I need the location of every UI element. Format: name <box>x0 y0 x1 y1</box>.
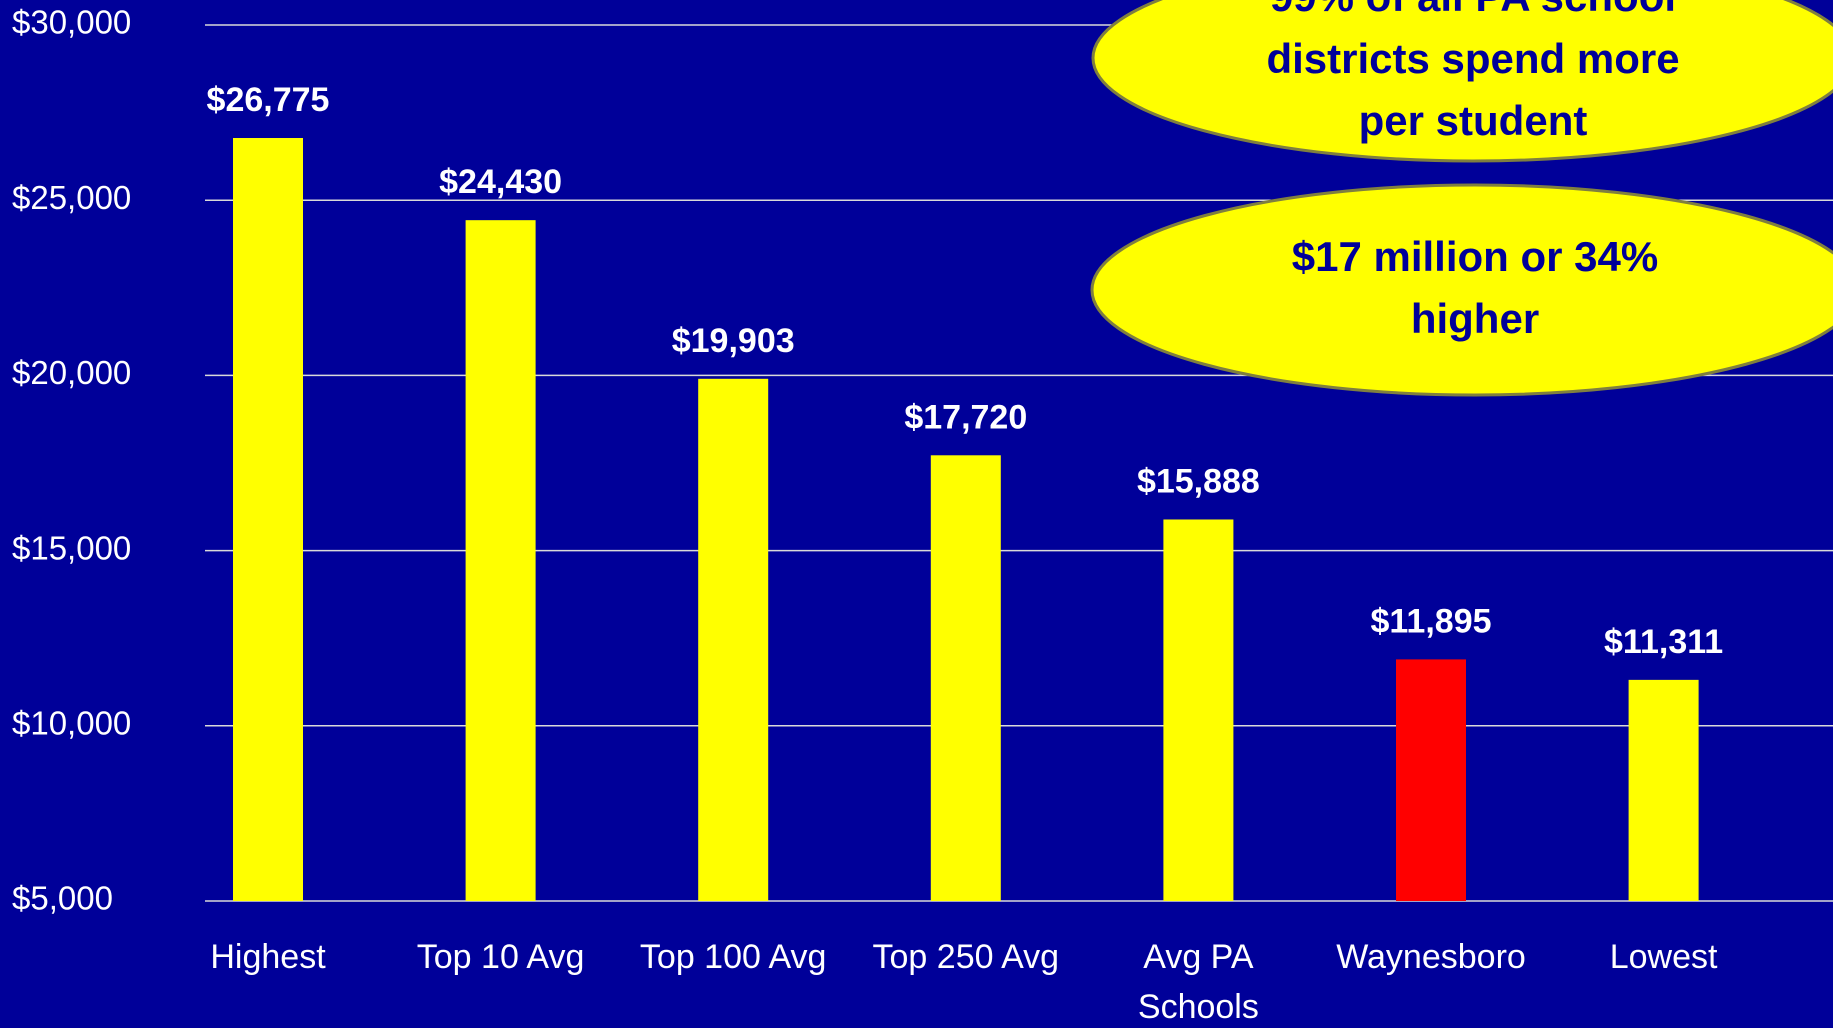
x-tick-label: Top 250 Avg <box>872 938 1060 976</box>
bar <box>233 138 303 901</box>
annotation-text: per student <box>1359 97 1588 144</box>
bar <box>930 455 1001 901</box>
bar <box>1163 519 1234 901</box>
x-tick-label: Avg PA Schools <box>1137 938 1259 1026</box>
x-tick-label: Highest <box>210 938 326 976</box>
value-label: $11,895 <box>1370 602 1491 640</box>
value-label: $11,311 <box>1604 623 1723 661</box>
annotation-text: 99% of all PA school <box>1270 0 1676 20</box>
x-tick-label: Top 100 Avg <box>639 938 827 976</box>
y-tick-label: $15,000 <box>12 529 131 566</box>
annotation-bubble <box>1091 0 1833 163</box>
value-label: $19,903 <box>672 322 795 360</box>
y-tick-label: $5,000 <box>12 880 113 917</box>
bar <box>1628 679 1699 901</box>
bar <box>465 220 536 902</box>
y-tick-label: $10,000 <box>12 705 131 742</box>
annotation-text: higher <box>1411 295 1539 342</box>
bar <box>1396 659 1466 901</box>
y-tick-label: $20,000 <box>12 354 131 391</box>
y-tick-label: $30,000 <box>12 4 131 41</box>
annotation: $17 million or 34% higher <box>1090 183 1833 397</box>
value-label: $17,720 <box>904 398 1027 436</box>
x-tick-label: Lowest <box>1609 938 1718 976</box>
y-tick-label: $25,000 <box>12 179 131 216</box>
annotation-text: districts spend more <box>1266 35 1679 82</box>
x-tick-label: Waynesboro <box>1336 938 1526 976</box>
annotation-bubble <box>1090 183 1833 397</box>
value-label: $15,888 <box>1137 462 1260 500</box>
value-label: $26,775 <box>207 81 330 119</box>
annotation: 99% of all PA school districts spend more… <box>1091 0 1833 163</box>
bar <box>698 378 769 901</box>
x-tick-label: Top 10 Avg <box>416 938 585 976</box>
annotation-text: $17 million or 34% <box>1292 233 1658 280</box>
value-label: $24,430 <box>439 163 562 201</box>
